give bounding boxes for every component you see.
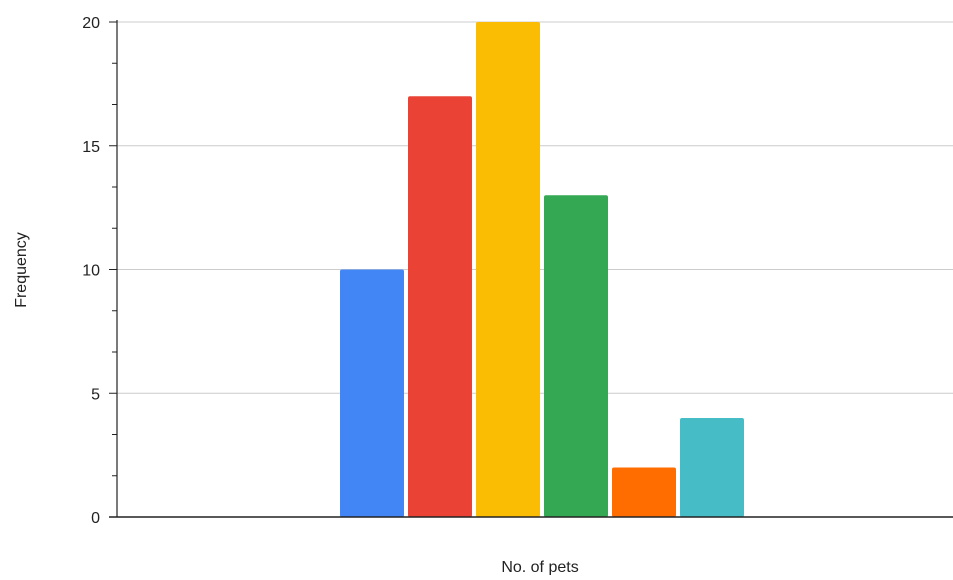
bar [340, 269, 404, 517]
bar [476, 22, 540, 517]
tick-labels: 0 5 10 15 20 [82, 15, 100, 527]
bar [408, 96, 472, 517]
y-tick-label: 0 [91, 510, 100, 527]
bar [680, 418, 744, 517]
axes [109, 20, 953, 518]
x-axis-title: No. of pets [501, 559, 578, 575]
y-axis-title: Frequency [13, 232, 30, 308]
y-tick-label: 15 [82, 139, 100, 156]
y-tick-label: 20 [82, 15, 100, 32]
bar [612, 467, 676, 517]
bars [340, 22, 744, 517]
y-tick-label: 5 [91, 386, 100, 403]
bar [544, 195, 608, 517]
y-tick-label: 10 [82, 263, 100, 280]
